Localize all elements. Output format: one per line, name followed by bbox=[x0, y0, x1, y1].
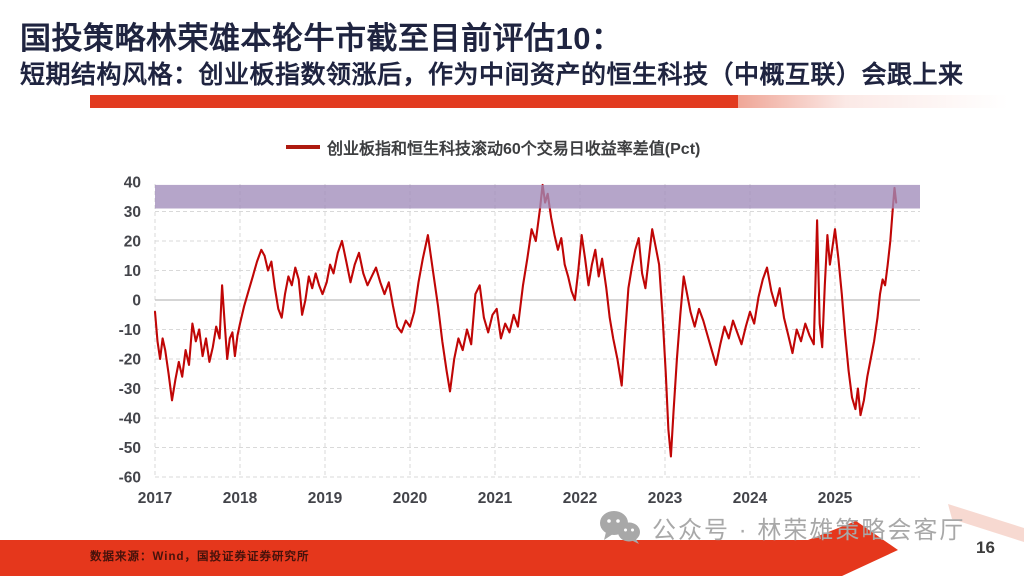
svg-text:-30: -30 bbox=[119, 381, 141, 398]
svg-text:2017: 2017 bbox=[138, 490, 172, 507]
highlight-band bbox=[155, 184, 920, 209]
title-accent-bar bbox=[90, 95, 738, 108]
svg-text:30: 30 bbox=[124, 204, 141, 221]
svg-text:0: 0 bbox=[132, 293, 141, 310]
page-number: 16 bbox=[976, 538, 995, 557]
watermark: 公众号 · 林荣雄策略会客厅 bbox=[598, 509, 965, 545]
svg-text:-50: -50 bbox=[119, 440, 141, 457]
legend-line-swatch bbox=[286, 145, 320, 149]
svg-text:-20: -20 bbox=[119, 352, 141, 369]
svg-text:2024: 2024 bbox=[733, 490, 768, 507]
svg-text:2023: 2023 bbox=[648, 490, 683, 507]
source-note: 数据来源：Wind，国投证券证券研究所 bbox=[90, 551, 310, 563]
svg-text:2021: 2021 bbox=[478, 490, 513, 507]
page-title: 国投策略林荣雄本轮牛市截至目前评估10： bbox=[20, 21, 623, 56]
svg-text:2018: 2018 bbox=[223, 490, 258, 507]
watermark-text: 公众号 · 林荣雄策略会客厅 bbox=[652, 516, 966, 544]
svg-text:2022: 2022 bbox=[563, 490, 597, 507]
page-subtitle: 短期结构风格：创业板指数领涨后，作为中间资产的恒生科技（中概互联）会跟上来 bbox=[20, 61, 964, 89]
svg-text:40: 40 bbox=[124, 175, 141, 192]
svg-text:2019: 2019 bbox=[308, 490, 343, 507]
series-line bbox=[153, 183, 898, 458]
svg-text:10: 10 bbox=[124, 263, 141, 280]
svg-text:20: 20 bbox=[124, 234, 141, 251]
svg-text:-10: -10 bbox=[119, 322, 141, 339]
svg-text:2020: 2020 bbox=[393, 490, 427, 507]
svg-text:-60: -60 bbox=[119, 470, 141, 487]
wechat-icon bbox=[600, 511, 640, 544]
chart-legend: 创业板指和恒生科技滚动60个交易日收益率差值(Pct) bbox=[286, 135, 700, 159]
legend-label: 创业板指和恒生科技滚动60个交易日收益率差值(Pct) bbox=[327, 141, 701, 158]
svg-text:-40: -40 bbox=[119, 411, 141, 428]
title-accent-bar-fade bbox=[738, 95, 1008, 108]
svg-text:2025: 2025 bbox=[818, 490, 853, 507]
